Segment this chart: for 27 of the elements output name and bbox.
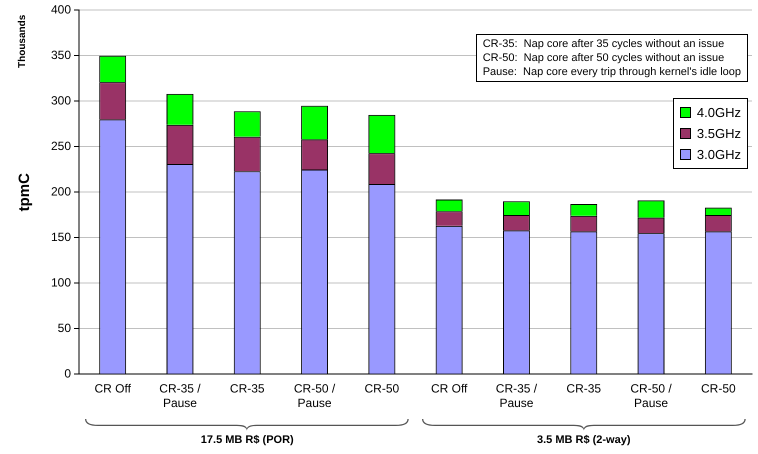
- text: 3.5 MB R$ (2-way): [536, 434, 631, 446]
- y-tick-label: 400: [50, 2, 72, 17]
- y-tick-label: 300: [50, 94, 72, 108]
- y-tick-label: 0: [64, 366, 72, 381]
- x-tick-label: CR-35: [230, 382, 265, 396]
- x-tick-label: CR-35 / Pause: [159, 382, 202, 410]
- legend-label: 4.0GHz: [696, 105, 741, 120]
- legend-label: 3.0GHz: [696, 147, 741, 162]
- y-tick-label: 250: [50, 139, 72, 154]
- y-tick-label: 150: [50, 230, 72, 244]
- y-axis-title: tpmC: [16, 172, 34, 212]
- x-tick-label: CR-35 / Pause: [496, 382, 538, 410]
- y-tick-label: 50: [58, 321, 72, 336]
- y-tick-label: 200: [50, 184, 72, 199]
- x-tick-label: CR-35: [566, 382, 602, 396]
- x-tick-label: CR-50 / Pause: [630, 382, 672, 410]
- y-tick-label: 350: [50, 48, 72, 62]
- x-tick-label: CR-50: [364, 382, 400, 396]
- text: 17.5 MB R$ (POR): [200, 434, 294, 446]
- annotation: CR-35: Nap core after 35 cycles without an issue CR-50: Nap core after 50 cycles without an issue Pause: Nap core every trip through kernel's idle loop: [476, 34, 748, 82]
- x-tick-label: CR-50: [701, 382, 736, 396]
- x-tick-label: CR Off: [94, 382, 132, 396]
- x-tick-label: CR-50 / Pause: [294, 382, 336, 410]
- x-tick-label: CR Off: [430, 382, 468, 396]
- text: Thousands: [17, 14, 28, 68]
- y-tick-label: 100: [50, 276, 72, 290]
- legend-label: 3.5GHz: [696, 126, 741, 142]
